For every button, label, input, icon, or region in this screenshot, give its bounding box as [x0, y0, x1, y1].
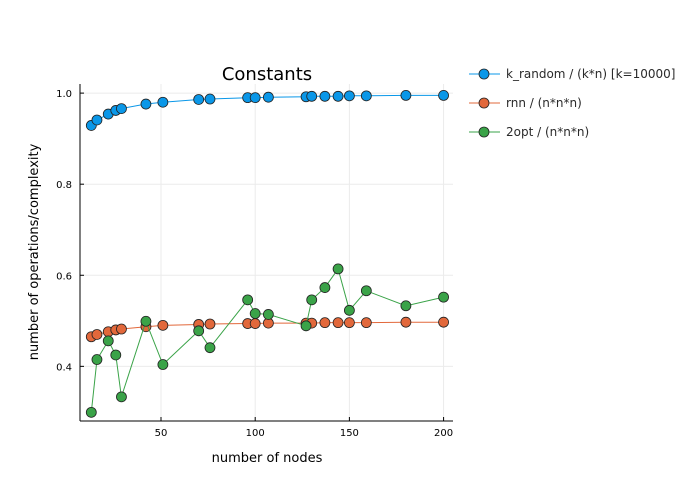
- legend-marker: [478, 68, 490, 80]
- data-point: [319, 90, 331, 102]
- data-point: [438, 89, 449, 101]
- data-point: [319, 317, 331, 329]
- data-point: [332, 317, 344, 329]
- legend-item-0: k_random / (k*n) [k=10000]: [469, 67, 675, 81]
- data-point: [319, 282, 331, 293]
- data-point: [249, 308, 261, 319]
- data-point: [204, 93, 216, 105]
- data-point: [157, 319, 169, 331]
- data-point: [140, 315, 152, 327]
- data-point: [400, 316, 412, 328]
- y-axis-label: number of operations/complexity: [27, 143, 42, 360]
- data-point: [360, 317, 372, 329]
- y-tick-label: 1.0: [56, 89, 72, 100]
- x-tick-label: 200: [434, 428, 453, 439]
- legend-label: k_random / (k*n) [k=10000]: [506, 67, 675, 81]
- data-point: [332, 90, 344, 102]
- data-point: [249, 318, 261, 329]
- legend-item-1: rnn / (n*n*n): [469, 96, 582, 110]
- y-tick-label: 0.4: [56, 362, 72, 373]
- data-point: [91, 354, 103, 365]
- data-point: [343, 304, 355, 316]
- legend-marker: [478, 97, 490, 109]
- data-point: [116, 103, 127, 114]
- x-tick-label: 150: [340, 428, 359, 439]
- data-point: [242, 294, 254, 306]
- data-point: [204, 342, 216, 354]
- x-axis-label: number of nodes: [212, 451, 323, 466]
- y-tick-label: 0.8: [56, 180, 72, 191]
- data-point: [438, 291, 449, 303]
- data-point: [85, 406, 97, 418]
- data-point: [306, 90, 318, 102]
- series-2: [85, 263, 449, 418]
- data-point: [400, 89, 412, 101]
- data-point: [332, 263, 344, 275]
- data-point: [110, 349, 122, 361]
- data-point: [91, 329, 103, 340]
- data-point: [193, 325, 205, 337]
- data-point: [91, 114, 103, 126]
- data-point: [140, 98, 152, 110]
- tick-labels: 50 100 150 200 0.4 0.6 0.8 1.0: [56, 89, 453, 439]
- data-point: [438, 316, 449, 328]
- x-tick-label: 50: [155, 428, 168, 439]
- legend-label: rnn / (n*n*n): [506, 96, 582, 110]
- series-layer: [85, 89, 449, 418]
- data-point: [262, 91, 274, 103]
- data-point: [400, 300, 412, 312]
- data-point: [343, 317, 355, 329]
- data-point: [300, 320, 312, 332]
- data-point: [116, 391, 127, 403]
- data-point: [249, 92, 261, 104]
- data-point: [157, 359, 169, 370]
- data-point: [157, 96, 169, 108]
- grid-lines: [80, 84, 453, 421]
- data-point: [343, 90, 355, 102]
- legend-label: 2opt / (n*n*n): [506, 125, 589, 139]
- chart-title: Constants: [222, 64, 312, 85]
- series-0: [85, 89, 449, 131]
- data-point: [204, 318, 216, 330]
- data-point: [360, 285, 372, 297]
- legend: k_random / (k*n) [k=10000] rnn / (n*n*n) 2…: [469, 67, 675, 139]
- axes: [79, 84, 453, 422]
- data-point: [306, 294, 318, 306]
- series-line: [90, 267, 444, 413]
- y-tick-label: 0.6: [56, 271, 72, 282]
- data-point: [262, 309, 274, 320]
- x-tick-label: 100: [246, 428, 265, 439]
- data-point: [193, 94, 205, 105]
- legend-marker: [478, 126, 490, 138]
- data-point: [360, 90, 372, 102]
- data-point: [102, 335, 114, 347]
- legend-item-2: 2opt / (n*n*n): [469, 125, 589, 139]
- data-point: [116, 323, 127, 335]
